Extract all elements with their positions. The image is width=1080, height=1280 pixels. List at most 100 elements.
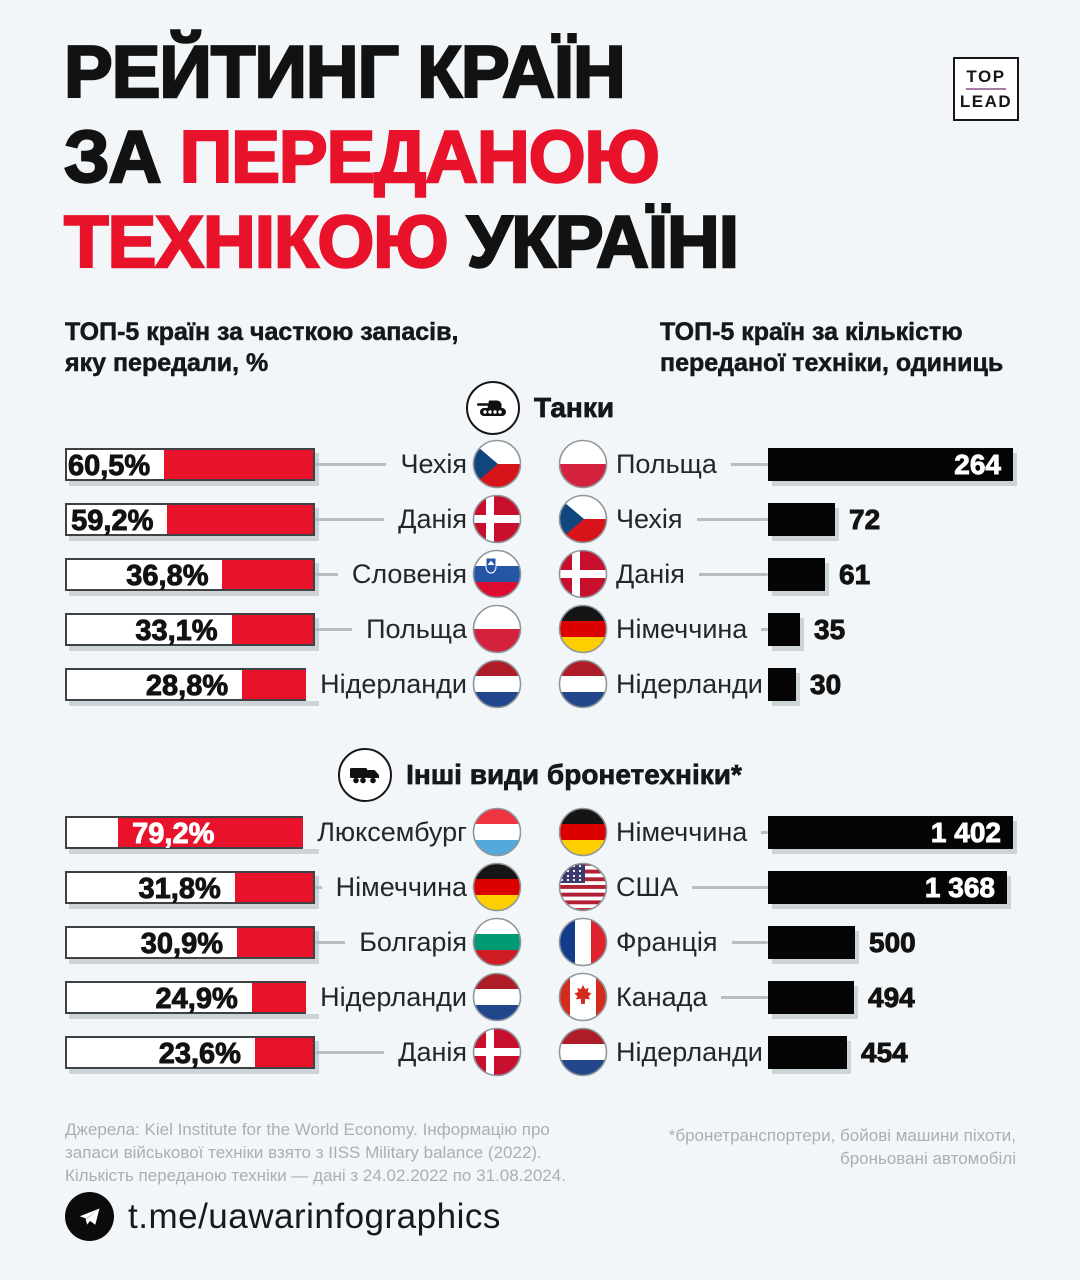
- units-bar: 1 368: [768, 871, 1007, 904]
- share-bar: 33,1%: [65, 613, 315, 646]
- flag-lu-icon: [472, 807, 522, 857]
- flag-nl-icon: [558, 1027, 608, 1077]
- units-row: Польща 264: [0, 439, 1080, 503]
- share-bar: 28,8%: [65, 668, 315, 701]
- flag-ca-icon: [558, 972, 608, 1022]
- flag-dk-icon: [472, 494, 522, 544]
- share-bar-fill: [231, 615, 313, 644]
- country-label: Чехія: [386, 448, 467, 481]
- flag-bg-icon: [472, 917, 522, 967]
- units-bar: [768, 981, 854, 1014]
- units-value-label: 1 402: [930, 817, 1001, 848]
- units-bar: [768, 926, 855, 959]
- share-value-label: 28,8%: [145, 670, 229, 702]
- units-value-label: 61: [839, 559, 871, 590]
- title-line-3: ТЕХНІКОЮ УКРАЇНІ: [63, 201, 740, 284]
- units-value-label: 35: [814, 614, 846, 645]
- footnote-text: *бронетранспортери, бойові машини піхоти…: [668, 1126, 1016, 1168]
- share-bar: 24,9%: [65, 981, 315, 1014]
- units-bar: [768, 503, 835, 536]
- share-bar-fill: [254, 1038, 313, 1067]
- share-bar-fill: [118, 818, 313, 847]
- country-label: Чехія: [616, 503, 697, 536]
- flag-fr-icon: [558, 917, 608, 967]
- section-tanks-title: Танки: [533, 392, 615, 424]
- share-value-label: 59,2%: [71, 505, 154, 537]
- flag-dk-icon: [558, 549, 608, 599]
- share-bar-fill: [222, 560, 313, 589]
- units-row: Німеччина 1 402: [0, 807, 1080, 871]
- units-value-label: 30: [810, 669, 842, 700]
- flag-de-icon: [558, 807, 608, 857]
- units-row: 61 Данія: [0, 549, 1080, 613]
- units-value-label: 454: [861, 1037, 909, 1068]
- share-row: 30,9% Болгарія: [0, 917, 1080, 981]
- logo-top-text: TOP: [966, 67, 1006, 86]
- units-bar: 1 402: [768, 816, 1013, 849]
- units-bar: [768, 558, 825, 591]
- units-bar: [768, 613, 800, 646]
- flag-pl-icon: [472, 604, 522, 654]
- country-label: Данія: [616, 558, 699, 591]
- units-row: 30 Нідерланди: [0, 659, 1080, 723]
- units-bar: [768, 1036, 847, 1069]
- units-row: 454 Нідерланди: [0, 1027, 1080, 1091]
- country-label: Болгарія: [345, 926, 467, 959]
- telegram-link[interactable]: t.me/uawarinfographics: [65, 1192, 501, 1241]
- units-value-label: 494: [868, 982, 916, 1013]
- share-value-label: 60,5%: [67, 450, 151, 482]
- units-row: 500 Франція: [0, 917, 1080, 981]
- share-row: 31,8% Німеччина: [0, 862, 1080, 926]
- share-bar: 23,6%: [65, 1036, 315, 1069]
- share-bar: 59,2%: [65, 503, 315, 536]
- units-value-label: 1 368: [924, 872, 995, 903]
- tank-icon: [465, 381, 520, 435]
- share-row: 36,8% Словенія: [0, 549, 1080, 613]
- flag-de-icon: [472, 862, 522, 912]
- share-value-label: 31,8%: [138, 873, 221, 905]
- units-value-label: 500: [869, 927, 917, 958]
- logo-bottom-text: LEAD: [959, 92, 1013, 111]
- share-row: 28,8% Нідерланди: [0, 659, 1080, 723]
- flag-nl-icon: [472, 659, 522, 709]
- flag-de-icon: [558, 604, 608, 654]
- section-armor-title: Інші види бронетехніки*: [406, 759, 742, 791]
- share-row: 60,5% Чехія: [0, 439, 1080, 503]
- country-label: Нідерланди: [616, 1036, 777, 1069]
- country-label: Німеччина: [616, 816, 762, 849]
- flag-nl-icon: [558, 659, 608, 709]
- share-bar: 30,9%: [65, 926, 315, 959]
- country-label: Німеччина: [321, 871, 467, 904]
- share-row: 79,2% Люксембург: [0, 807, 1080, 871]
- flag-pl-icon: [558, 439, 608, 489]
- country-label: Нідерланди: [306, 981, 467, 1014]
- country-label: Словенія: [337, 558, 467, 591]
- country-label: Данія: [384, 503, 467, 536]
- share-row: 59,2% Данія: [0, 494, 1080, 558]
- units-column-header: ТОП-5 країн за кількістю переданої техні…: [660, 318, 1004, 378]
- telegram-handle: t.me/uawarinfographics: [128, 1196, 501, 1236]
- share-bar-fill: [242, 670, 313, 699]
- page-title: РЕЙТИНГ КРАЇН ЗА ПЕРЕДАНОЮ ТЕХНІКОЮ УКРА…: [63, 30, 740, 285]
- flag-dk-icon: [472, 1027, 522, 1077]
- country-label: Нідерланди: [306, 668, 467, 701]
- share-value-label: 24,9%: [155, 983, 238, 1015]
- share-bar: 36,8%: [65, 558, 315, 591]
- toplead-logo: TOP LEAD: [953, 57, 1019, 121]
- units-row: 72 Чехія: [0, 494, 1080, 558]
- title-line-1: РЕЙТИНГ КРАЇН: [63, 31, 627, 114]
- share-bar-fill: [164, 450, 313, 479]
- units-value-label: 264: [954, 449, 1002, 480]
- units-bar: [768, 668, 796, 701]
- share-bar: 31,8%: [65, 871, 315, 904]
- units-value-label: 72: [849, 504, 881, 535]
- logo-divider: [966, 88, 1006, 90]
- flag-us-icon: [558, 862, 608, 912]
- units-bar: 264: [768, 448, 1013, 481]
- share-column-header: ТОП-5 країн за часткою запасів, яку пере…: [65, 318, 459, 378]
- section-armor-header: Інші види бронетехніки*: [0, 748, 1080, 802]
- units-row: США 1 368: [0, 862, 1080, 926]
- country-label: Франція: [616, 926, 732, 959]
- share-row: 24,9% Нідерланди: [0, 972, 1080, 1036]
